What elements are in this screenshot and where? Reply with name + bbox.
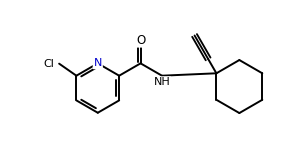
Text: NH: NH — [154, 77, 170, 87]
Text: N: N — [94, 58, 102, 68]
Text: Cl: Cl — [43, 59, 54, 69]
Text: O: O — [136, 34, 145, 47]
